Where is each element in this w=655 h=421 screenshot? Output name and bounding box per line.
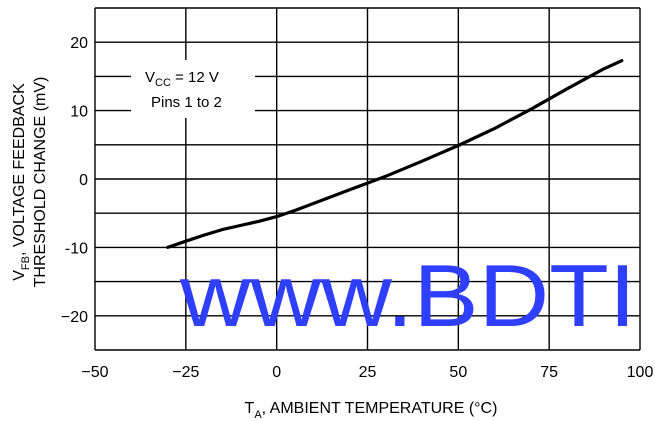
x-axis-ticks: −50 −25 0 25 50 75 100 xyxy=(81,364,653,381)
y-tick-label: -10 xyxy=(65,240,88,257)
annotation-line-2: Pins 1 to 2 xyxy=(151,94,222,111)
x-tick-label: −25 xyxy=(172,364,199,381)
x-tick-label: 25 xyxy=(359,364,377,381)
y-axis-title-line-2: THRESHOLD CHANGE (mV) xyxy=(32,77,49,288)
x-axis-title: TA, AMBIENT TEMPERATURE (°C) xyxy=(245,400,498,421)
x-tick-label: 0 xyxy=(272,364,281,381)
x-tick-label: −50 xyxy=(81,364,108,381)
x-tick-label: 100 xyxy=(627,364,654,381)
x-tick-label: 75 xyxy=(540,364,558,381)
grid xyxy=(94,7,641,351)
series-group xyxy=(166,59,624,249)
annotation-line-1: VCC = 12 V xyxy=(145,69,219,89)
annotation-box xyxy=(131,60,255,118)
y-axis-title-line-1: VFB, VOLTAGE FEEDBACK xyxy=(11,83,32,281)
series-line xyxy=(166,59,624,249)
watermark-text: www.BDTI xyxy=(179,246,636,345)
y-tick-label: −20 xyxy=(61,309,88,326)
y-axis-ticks: 20 10 0 -10 −20 xyxy=(61,35,88,326)
y-tick-label: 20 xyxy=(70,35,88,52)
y-tick-label: 10 xyxy=(70,104,88,121)
y-tick-label: 0 xyxy=(79,172,88,189)
x-tick-label: 50 xyxy=(449,364,467,381)
